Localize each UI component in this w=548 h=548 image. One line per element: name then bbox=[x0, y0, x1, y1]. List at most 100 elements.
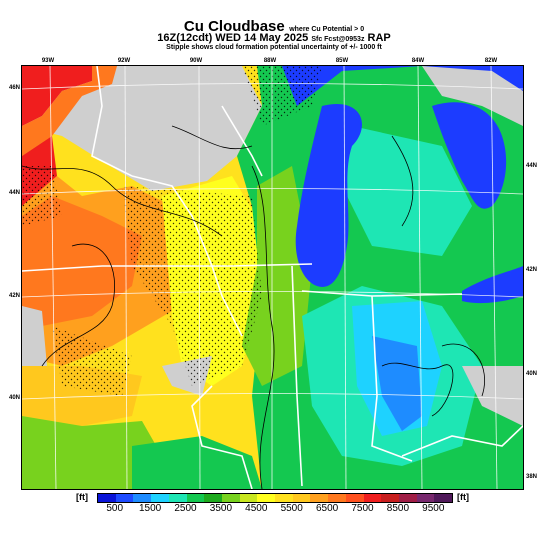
field-cyan-mi bbox=[342, 126, 472, 256]
state-border bbox=[221, 105, 263, 177]
lat-label-right: 38N bbox=[526, 474, 538, 480]
field-green-south bbox=[132, 436, 262, 489]
field-blue-east bbox=[372, 336, 422, 431]
colorbar-segment bbox=[328, 494, 346, 502]
colorbar-label: 2500 bbox=[174, 503, 197, 514]
lat-label-right: 44N bbox=[526, 163, 538, 169]
contour-line bbox=[381, 362, 454, 417]
product-qualifier: where Cu Potential > 0 bbox=[289, 26, 365, 33]
colorbar-label: 7500 bbox=[351, 503, 374, 514]
colorbar-segment bbox=[115, 494, 134, 502]
colorbar-segment bbox=[239, 494, 258, 502]
colorbar-segment bbox=[168, 494, 187, 502]
lon-label: 93W bbox=[41, 58, 55, 64]
graticule-line bbox=[22, 83, 523, 90]
state-borders bbox=[22, 66, 523, 489]
graticule-line bbox=[22, 188, 523, 195]
state-border bbox=[231, 263, 313, 267]
contour-line bbox=[251, 165, 275, 489]
field-grey-ne bbox=[422, 66, 523, 126]
colorbar-segment bbox=[363, 494, 382, 502]
field-grey-se bbox=[462, 366, 523, 426]
lat-label-left: 40N bbox=[9, 395, 21, 401]
colorbar-label: 4500 bbox=[245, 503, 268, 514]
stipple-area bbox=[52, 326, 132, 396]
lat-label-left: 44N bbox=[9, 190, 21, 196]
lake-michigan bbox=[295, 104, 362, 287]
state-border bbox=[301, 290, 463, 297]
colorbar-label: 3500 bbox=[209, 503, 233, 514]
lon-label: 90W bbox=[189, 58, 203, 64]
colorbar-segment bbox=[345, 494, 364, 502]
lat-label-left: 42N bbox=[9, 293, 21, 299]
graticule-line bbox=[417, 66, 423, 489]
product-title: Cu Cloudbase bbox=[183, 18, 285, 35]
field-orange-nw bbox=[22, 66, 117, 156]
field-red-nw bbox=[22, 66, 92, 126]
graticule-line bbox=[49, 66, 57, 489]
graticule-line bbox=[124, 66, 128, 489]
colorbar-label: 1500 bbox=[138, 503, 162, 514]
colorbar-segment bbox=[398, 494, 417, 502]
contour-line bbox=[22, 165, 223, 237]
colorbar-unit-right: [ft] bbox=[457, 492, 469, 502]
contour-line bbox=[171, 125, 253, 150]
lake-huron bbox=[432, 102, 507, 209]
lon-label: 92W bbox=[117, 58, 131, 64]
colorbar-segment bbox=[257, 494, 276, 502]
state-border bbox=[91, 66, 133, 177]
graticule-line bbox=[490, 66, 498, 489]
colorbar-label: 8500 bbox=[386, 503, 410, 514]
colorbar-segment bbox=[275, 494, 293, 502]
cloudbase-map bbox=[22, 66, 523, 489]
state-border bbox=[22, 265, 232, 272]
lon-label: 84W bbox=[411, 58, 425, 64]
stipple-area bbox=[122, 186, 262, 386]
colorbar-segment bbox=[98, 494, 116, 502]
colorbar-segment bbox=[381, 494, 399, 502]
graticule-line bbox=[22, 393, 523, 400]
colorbar-segment bbox=[186, 494, 205, 502]
lon-label: 85W bbox=[335, 58, 349, 64]
state-border bbox=[291, 265, 303, 487]
state-border bbox=[401, 425, 523, 457]
colorbar-label: 9500 bbox=[422, 503, 445, 514]
colorbar-segment bbox=[434, 494, 453, 502]
colorbar-label: 500 bbox=[106, 503, 124, 514]
contour-line bbox=[441, 343, 485, 397]
state-border bbox=[191, 385, 253, 489]
lat-label-right: 42N bbox=[526, 267, 538, 273]
colorbar-label: 6500 bbox=[315, 503, 339, 514]
colorbar-segment bbox=[204, 494, 222, 502]
map-frame bbox=[21, 65, 524, 490]
contours bbox=[22, 125, 485, 489]
colorbar-unit-left: [ft] bbox=[76, 492, 88, 502]
state-border bbox=[371, 295, 413, 462]
valid-time: 16Z(12cdt) WED 14 May 2025 bbox=[157, 32, 309, 44]
graticule-line bbox=[198, 66, 201, 489]
state-border bbox=[131, 175, 243, 337]
title-line-2: 16Z(12cdt) WED 14 May 2025 Sfc Fcst@0953… bbox=[0, 32, 548, 44]
run-info: Sfc Fcst@0953z bbox=[311, 36, 365, 43]
colorbar-segment bbox=[416, 494, 435, 502]
contour-line bbox=[41, 243, 115, 367]
colorbar bbox=[97, 493, 453, 503]
contour-line bbox=[391, 135, 414, 227]
lat-label-right: 40N bbox=[526, 371, 538, 377]
model-name: RAP bbox=[367, 32, 391, 44]
colorbar-segment bbox=[151, 494, 169, 502]
field-grey-west bbox=[22, 306, 47, 376]
lon-label: 82W bbox=[484, 58, 498, 64]
field-missing-nw bbox=[22, 66, 262, 191]
title-line-1: Cu Cloudbase where Cu Potential > 0 bbox=[0, 18, 548, 36]
lat-label-left: 46N bbox=[9, 85, 21, 91]
graticule-line bbox=[343, 66, 347, 489]
stipple-area bbox=[242, 66, 322, 126]
lake-erie bbox=[462, 266, 523, 304]
colorbar-segment bbox=[292, 494, 311, 502]
colorbar-label: 5500 bbox=[280, 503, 303, 514]
stipple-note: Stipple shows cloud formation potential … bbox=[166, 44, 382, 51]
colorbar-segment bbox=[310, 494, 329, 502]
colorbar-labels: 500 1500 2500 3500 4500 5500 6500 7500 8… bbox=[97, 503, 451, 515]
